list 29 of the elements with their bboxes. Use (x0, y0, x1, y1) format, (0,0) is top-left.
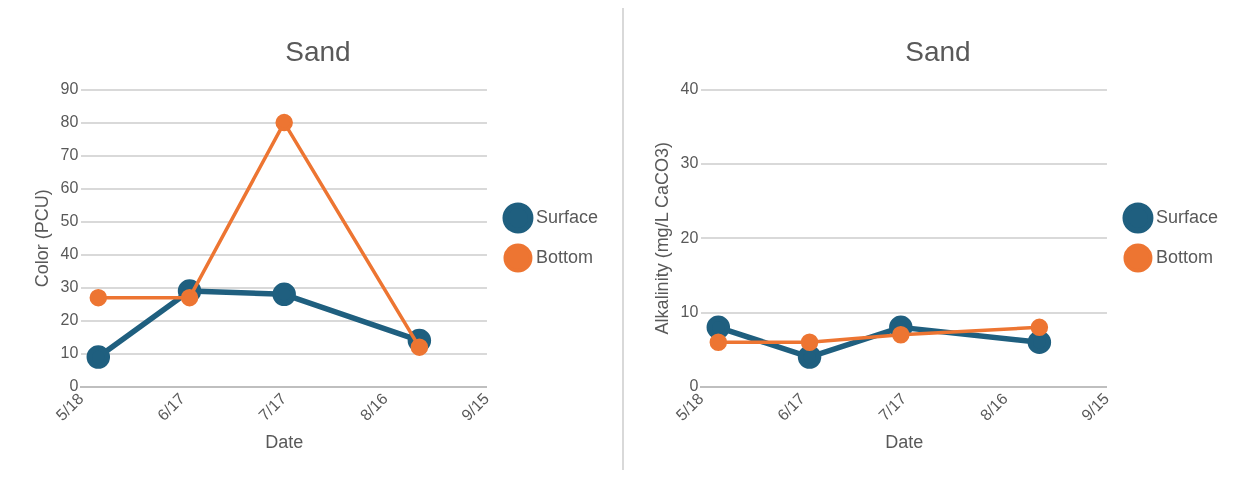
y-tick-label: 90 (60, 80, 79, 98)
y-axis-title: Alkalinity (mg/L CaCO3) (651, 142, 672, 335)
y-tick-label: 0 (69, 377, 79, 395)
chart-title: Sand (905, 35, 971, 67)
legend-label: Surface (1155, 206, 1219, 227)
y-tick-label: 40 (60, 245, 79, 263)
x-axis-title: Date (265, 432, 304, 453)
x-tick-label: 8/16 (356, 389, 391, 424)
y-tick-label: 50 (60, 212, 79, 230)
chart-title: Sand (285, 35, 351, 67)
y-tick-label: 60 (60, 179, 79, 197)
y-tick-label: 20 (680, 228, 699, 246)
y-tick-label: 70 (60, 146, 79, 164)
y-tick-label: 30 (680, 154, 699, 172)
legend-label: Surface (535, 206, 599, 227)
x-tick-label: 8/16 (976, 389, 1011, 424)
y-tick-label: 10 (60, 344, 79, 362)
y-tick-label: 20 (60, 311, 79, 329)
legend-label: Bottom (535, 246, 593, 267)
y-tick-label: 40 (680, 80, 699, 98)
y-tick-label: 80 (60, 113, 79, 131)
legend-label: Bottom (1155, 246, 1213, 267)
x-axis-title: Date (885, 432, 924, 453)
y-tick-label: 30 (60, 278, 79, 296)
x-tick-label: 9/15 (1078, 389, 1113, 424)
y-tick-label: 0 (689, 377, 699, 395)
y-tick-label: 10 (680, 302, 699, 320)
x-tick-label: 9/15 (458, 389, 493, 424)
y-axis-title: Color (PCU) (31, 189, 52, 288)
